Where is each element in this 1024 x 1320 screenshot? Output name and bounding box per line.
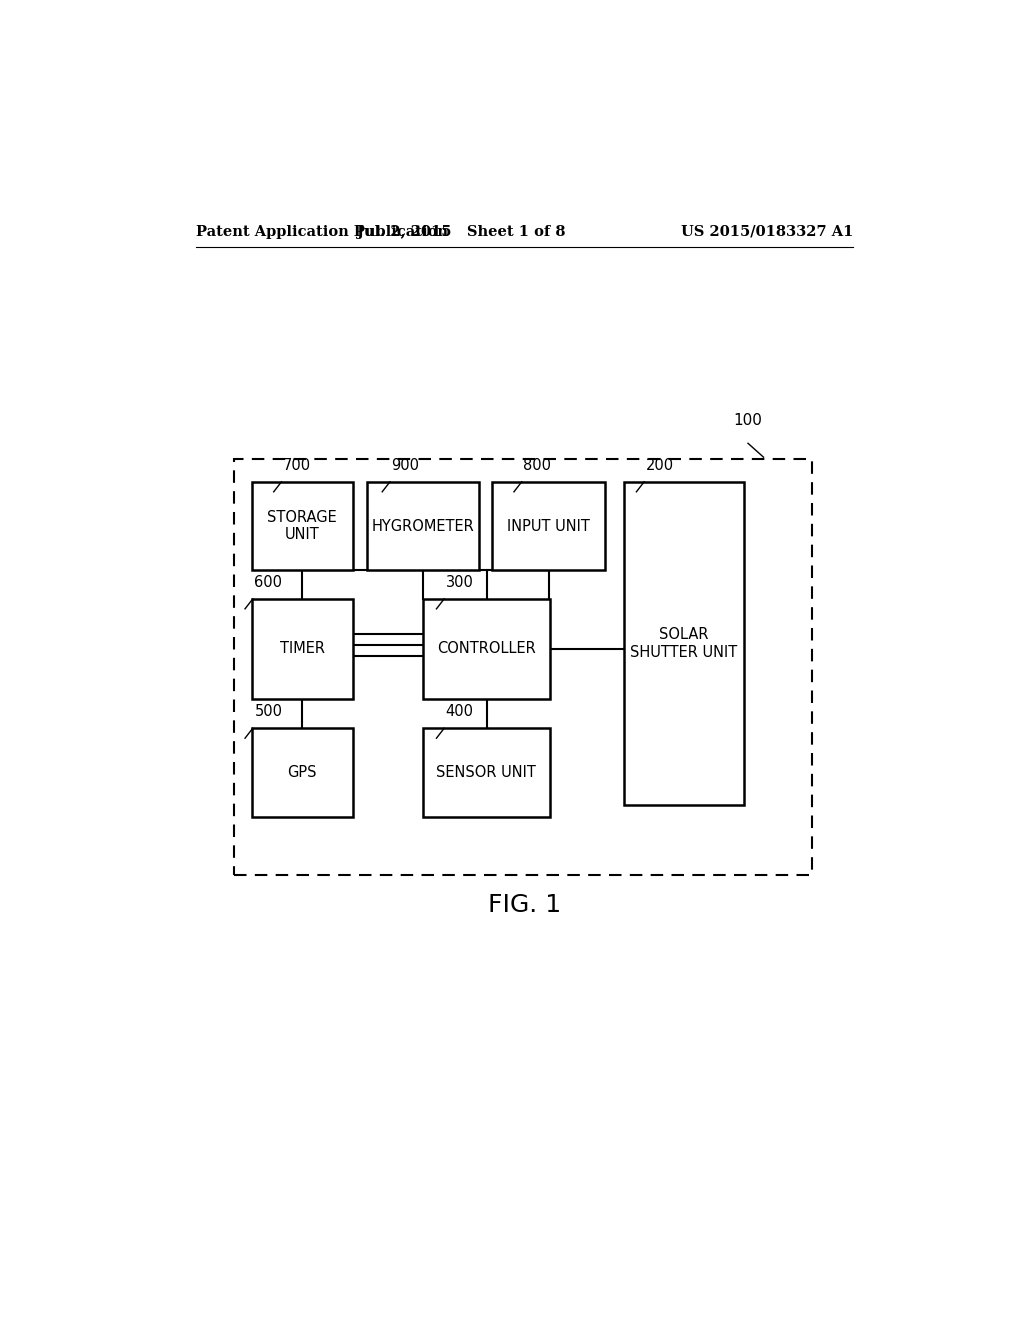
Text: INPUT UNIT: INPUT UNIT (507, 519, 590, 533)
Text: GPS: GPS (288, 766, 317, 780)
Bar (423, 599, 550, 700)
Text: 600: 600 (254, 574, 283, 590)
Text: 300: 300 (445, 574, 474, 590)
Text: Patent Application Publication: Patent Application Publication (197, 224, 449, 239)
Text: 500: 500 (254, 704, 283, 719)
Text: SENSOR UNIT: SENSOR UNIT (436, 766, 537, 780)
Text: FIG. 1: FIG. 1 (488, 894, 561, 917)
Text: 800: 800 (523, 458, 551, 473)
Text: US 2015/0183327 A1: US 2015/0183327 A1 (681, 224, 853, 239)
Text: TIMER: TIMER (280, 642, 325, 656)
Bar (367, 482, 479, 570)
Text: HYGROMETER: HYGROMETER (372, 519, 474, 533)
Text: 900: 900 (391, 458, 420, 473)
Text: STORAGE
UNIT: STORAGE UNIT (267, 510, 337, 543)
Bar (252, 729, 352, 817)
Text: 700: 700 (283, 458, 311, 473)
Bar (252, 482, 352, 570)
Text: 100: 100 (733, 413, 763, 428)
Text: 200: 200 (646, 458, 674, 473)
Text: CONTROLLER: CONTROLLER (437, 642, 536, 656)
Text: 400: 400 (445, 704, 474, 719)
Bar (493, 482, 604, 570)
Text: Jul. 2, 2015   Sheet 1 of 8: Jul. 2, 2015 Sheet 1 of 8 (357, 224, 565, 239)
Text: SOLAR
SHUTTER UNIT: SOLAR SHUTTER UNIT (631, 627, 737, 660)
Bar (423, 729, 550, 817)
Bar (624, 482, 744, 805)
Bar (252, 599, 352, 700)
Bar (234, 459, 812, 875)
